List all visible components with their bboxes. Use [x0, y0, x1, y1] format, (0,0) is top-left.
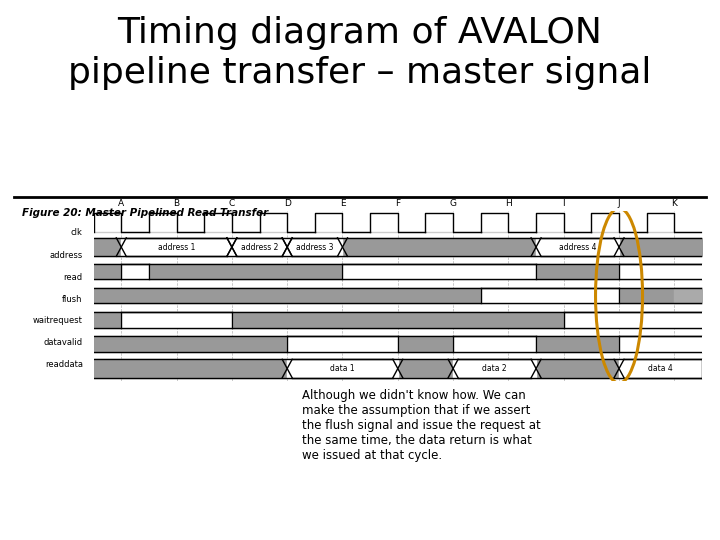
Text: address 2: address 2: [240, 242, 278, 252]
Text: A: A: [118, 199, 125, 208]
Text: address 1: address 1: [158, 242, 195, 252]
Text: datavalid: datavalid: [44, 338, 83, 347]
Text: address 4: address 4: [559, 242, 596, 252]
Text: Timing diagram of AVALON
pipeline transfer – master signal: Timing diagram of AVALON pipeline transf…: [68, 16, 652, 90]
Text: H: H: [505, 199, 512, 208]
Text: read: read: [63, 273, 83, 282]
Text: E: E: [340, 199, 346, 208]
Text: C: C: [229, 199, 235, 208]
Text: readdata: readdata: [45, 360, 83, 369]
Text: clk: clk: [71, 228, 83, 237]
Text: address: address: [50, 251, 83, 260]
Text: K: K: [672, 199, 678, 208]
Text: waitrequest: waitrequest: [33, 316, 83, 325]
Text: Although we didn't know how. We can
make the assumption that if we assert
the fl: Although we didn't know how. We can make…: [302, 389, 541, 462]
Text: J: J: [618, 199, 621, 208]
Text: address 3: address 3: [296, 242, 333, 252]
Text: G: G: [449, 199, 456, 208]
Text: Figure 20: Master Pipelined Read Transfer: Figure 20: Master Pipelined Read Transfe…: [22, 208, 268, 218]
Text: data 2: data 2: [482, 364, 507, 373]
Text: B: B: [174, 199, 179, 208]
Text: D: D: [284, 199, 291, 208]
Text: I: I: [562, 199, 565, 208]
Text: flush: flush: [63, 295, 83, 304]
Text: data 1: data 1: [330, 364, 355, 373]
Text: F: F: [395, 199, 400, 208]
Text: data 4: data 4: [648, 364, 673, 373]
